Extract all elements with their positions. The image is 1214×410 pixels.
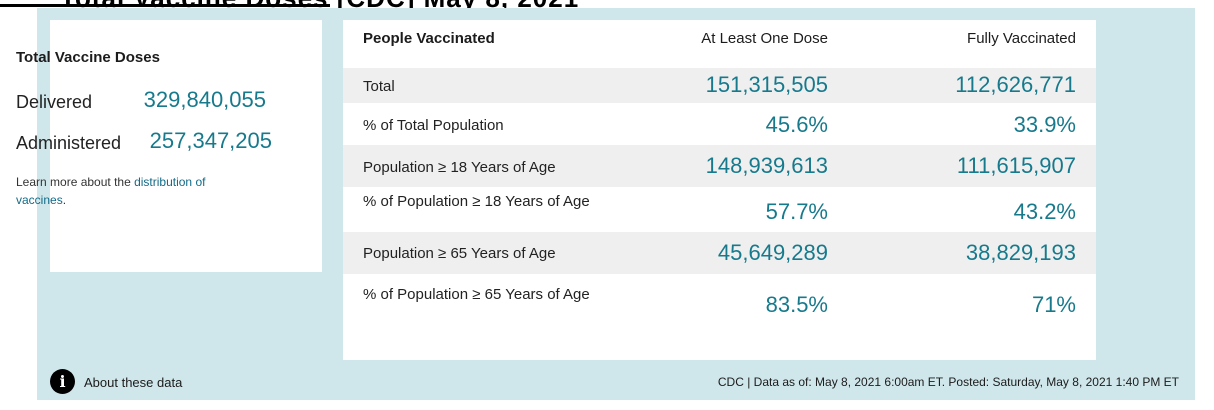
row-label: Population ≥ 65 Years of Age	[363, 245, 556, 262]
row-one-dose-value: 148,939,613	[705, 153, 828, 178]
row-fully-value: 33.9%	[1013, 112, 1076, 137]
administered-row: Administered 257,347,205	[16, 128, 272, 158]
table-row-pop-18: Population ≥ 18 Years of Age 148,939,613…	[343, 145, 1096, 187]
distribution-link[interactable]: distribution of vaccines	[16, 175, 206, 207]
row-one-dose-value: 151,315,505	[705, 72, 828, 97]
row-label: Total	[363, 78, 395, 95]
row-fully-value: 38,829,193	[965, 240, 1076, 265]
row-one-dose-value: 45,649,289	[717, 240, 828, 265]
row-one-dose-value: 83.5%	[765, 292, 828, 317]
header-at-least-one-dose: At Least One Dose	[701, 30, 828, 47]
row-label: % of Population ≥ 65 Years of Age	[363, 286, 590, 303]
row-label: % of Total Population	[363, 117, 504, 134]
table-row-pct-total: % of Total Population 45.6% 33.9%	[343, 103, 1096, 145]
administered-label: Administered	[16, 133, 122, 153]
header-fully-vaccinated: Fully Vaccinated	[967, 30, 1076, 47]
delivered-value: 329,840,055	[143, 87, 266, 112]
learn-more-prefix: Learn more about the	[16, 175, 135, 189]
row-one-dose-value: 45.6%	[765, 112, 828, 137]
clipped-page-header: Total Vaccine Doses [CDC] May 8, 2021	[0, 0, 1214, 8]
row-fully-value: 111,615,907	[956, 153, 1076, 178]
table-row-total: Total 151,315,505 112,626,771	[343, 68, 1096, 103]
delivered-row: Delivered 329,840,055	[16, 87, 266, 117]
row-fully-value: 112,626,771	[955, 72, 1076, 97]
learn-more-text: Learn more about the distribution of vac…	[16, 173, 256, 209]
row-label: % of Population ≥ 18 Years of Age	[363, 193, 590, 210]
row-label: Population ≥ 18 Years of Age	[363, 159, 556, 176]
table-row-pct-65: % of Population ≥ 65 Years of Age 83.5% …	[343, 274, 1096, 330]
learn-more-suffix: .	[62, 193, 67, 207]
administered-value: 257,347,205	[149, 128, 272, 153]
row-fully-value: 71%	[1031, 292, 1076, 317]
header-people-vaccinated: People Vaccinated	[363, 30, 495, 47]
about-these-data-link[interactable]: About these data	[84, 375, 183, 390]
info-icon[interactable]: i	[50, 369, 75, 394]
row-one-dose-value: 57.7%	[765, 199, 828, 224]
people-vaccinated-table: People Vaccinated At Least One Dose Full…	[343, 20, 1096, 360]
table-row-pop-65: Population ≥ 65 Years of Age 45,649,289 …	[343, 232, 1096, 274]
total-doses-card	[50, 20, 322, 272]
row-fully-value: 43.2%	[1013, 199, 1076, 224]
delivered-label: Delivered	[16, 92, 93, 112]
data-source-note: CDC | Data as of: May 8, 2021 6:00am ET.…	[717, 375, 1179, 389]
total-doses-title: Total Vaccine Doses	[16, 49, 160, 66]
header-underline	[0, 4, 330, 7]
table-row-pct-18: % of Population ≥ 18 Years of Age 57.7% …	[343, 187, 1096, 232]
